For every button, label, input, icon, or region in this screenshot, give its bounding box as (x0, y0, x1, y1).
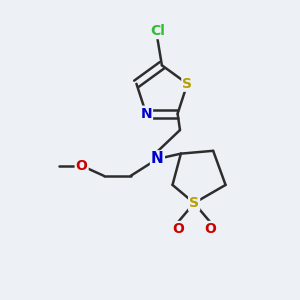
Text: O: O (76, 159, 88, 173)
Text: Cl: Cl (150, 24, 165, 38)
Text: N: N (151, 152, 164, 166)
Text: O: O (205, 222, 216, 236)
Text: O: O (172, 222, 184, 236)
Text: S: S (189, 196, 199, 210)
Text: S: S (182, 77, 192, 91)
Text: N: N (140, 107, 152, 121)
